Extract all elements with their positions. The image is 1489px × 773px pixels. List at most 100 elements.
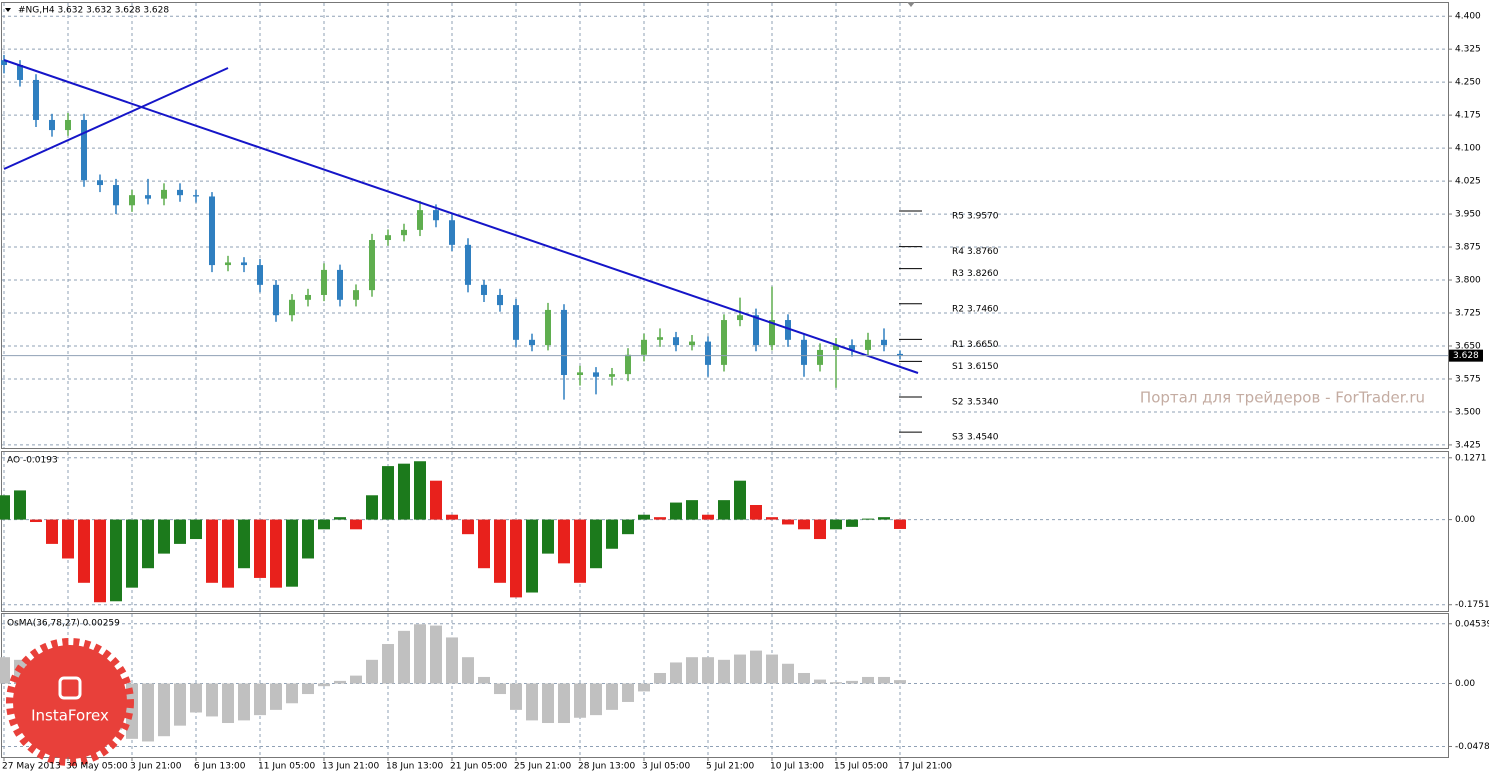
histogram-bar bbox=[462, 657, 474, 684]
pivot-value: 3.9570 bbox=[967, 211, 999, 221]
histogram-bar bbox=[206, 519, 218, 583]
candle-body bbox=[33, 79, 39, 120]
y-tick-label: 3.425 bbox=[1455, 440, 1481, 450]
histogram-bar bbox=[14, 490, 26, 520]
candle-body bbox=[833, 345, 839, 350]
histogram-bar bbox=[174, 519, 186, 544]
candle-body bbox=[769, 320, 775, 346]
histogram-bar bbox=[894, 680, 906, 684]
pivot-value: 3.4540 bbox=[967, 433, 999, 443]
histogram-bar bbox=[190, 519, 202, 540]
histogram-bar bbox=[542, 683, 554, 724]
candle-body bbox=[657, 337, 663, 340]
histogram-bar bbox=[302, 519, 314, 559]
histogram-bar bbox=[0, 495, 10, 520]
histogram-bar bbox=[814, 519, 826, 540]
histogram-bar bbox=[654, 672, 666, 684]
histogram-bar bbox=[830, 682, 842, 684]
histogram-bar bbox=[382, 466, 394, 520]
histogram-bar bbox=[158, 683, 170, 737]
histogram-bar bbox=[686, 657, 698, 684]
pivot-name: R2 bbox=[952, 304, 964, 314]
trend-line bbox=[3, 59, 919, 374]
candle-body bbox=[1, 60, 7, 66]
histogram-bar bbox=[318, 683, 330, 687]
candle-body bbox=[849, 345, 855, 350]
candle-body bbox=[545, 309, 551, 346]
histogram-bar bbox=[718, 500, 730, 520]
histogram-bar bbox=[254, 519, 266, 578]
candle-body bbox=[305, 294, 311, 300]
candle-body bbox=[209, 196, 215, 266]
histogram-bar bbox=[398, 630, 410, 684]
histogram-bar bbox=[750, 650, 762, 684]
histogram-bar bbox=[254, 683, 266, 716]
x-tick-label: 5 Jul 21:00 bbox=[706, 762, 755, 772]
histogram-bar bbox=[126, 519, 138, 588]
histogram-bar bbox=[414, 461, 426, 520]
candle-body bbox=[625, 354, 631, 375]
histogram-bar bbox=[622, 683, 634, 702]
ao-title: AO -0.0193 bbox=[7, 456, 58, 466]
histogram-bar bbox=[350, 675, 362, 684]
candle-body bbox=[17, 65, 23, 80]
histogram-bar bbox=[94, 519, 106, 603]
pivot-value: 3.8760 bbox=[967, 247, 999, 257]
histogram-bar bbox=[542, 519, 554, 554]
histogram-bar bbox=[30, 519, 42, 523]
y-tick-label: 4.325 bbox=[1455, 45, 1481, 55]
histogram-bar bbox=[590, 683, 602, 716]
candle-body bbox=[817, 349, 823, 365]
histogram-bar bbox=[238, 519, 250, 569]
y-tick-label: 3.500 bbox=[1455, 407, 1481, 417]
histogram-bar bbox=[494, 683, 506, 695]
histogram-bar bbox=[270, 519, 282, 588]
histogram-bar bbox=[110, 519, 122, 602]
histogram-bar bbox=[750, 505, 762, 520]
x-tick-label: 3 Jul 05:00 bbox=[642, 762, 691, 772]
histogram-bar bbox=[382, 644, 394, 684]
x-tick-label: 30 May 05:00 bbox=[66, 762, 128, 772]
candle-body bbox=[417, 210, 423, 230]
pivot-value: 3.6150 bbox=[967, 362, 999, 372]
pivot-name: S2 bbox=[952, 397, 963, 407]
histogram-bar bbox=[878, 676, 890, 684]
histogram-bar bbox=[702, 514, 714, 520]
histogram-bar bbox=[606, 683, 618, 710]
candle-body bbox=[177, 189, 183, 196]
y-tick-label: 3.725 bbox=[1455, 309, 1481, 319]
pivot-name: S3 bbox=[952, 433, 963, 443]
candle-body bbox=[897, 353, 903, 356]
histogram-bar bbox=[622, 519, 634, 535]
candle-body bbox=[593, 372, 599, 377]
histogram-bar bbox=[766, 654, 778, 684]
histogram-bar bbox=[558, 519, 570, 564]
pivot-value: 3.5340 bbox=[967, 397, 999, 407]
x-tick-label: 3 Jun 21:00 bbox=[130, 762, 182, 772]
pivot-name: S1 bbox=[952, 362, 963, 372]
candle-body bbox=[785, 320, 791, 340]
histogram-bar bbox=[350, 519, 362, 530]
last-price-label: 3.628 bbox=[1453, 351, 1479, 361]
histogram-bar bbox=[574, 683, 586, 718]
histogram-bar bbox=[174, 683, 186, 726]
histogram-bar bbox=[862, 676, 874, 684]
candle-body bbox=[689, 341, 695, 346]
logo-icon bbox=[58, 676, 82, 700]
histogram-bar bbox=[446, 514, 458, 520]
candle-body bbox=[49, 119, 55, 131]
histogram-bar bbox=[654, 517, 666, 520]
histogram-bar bbox=[478, 519, 490, 569]
y-tick-label: 4.025 bbox=[1455, 177, 1481, 187]
x-tick-label: 6 Jun 13:00 bbox=[194, 762, 246, 772]
candle-body bbox=[337, 269, 343, 300]
x-tick-label: 11 Jun 05:00 bbox=[258, 762, 315, 772]
histogram-bar bbox=[526, 683, 538, 721]
candle-body bbox=[433, 210, 439, 221]
y-tick-label: 0.1271 bbox=[1455, 453, 1487, 463]
y-tick-label: 4.100 bbox=[1455, 144, 1481, 154]
histogram-bar bbox=[206, 683, 218, 717]
candle-body bbox=[465, 244, 471, 285]
